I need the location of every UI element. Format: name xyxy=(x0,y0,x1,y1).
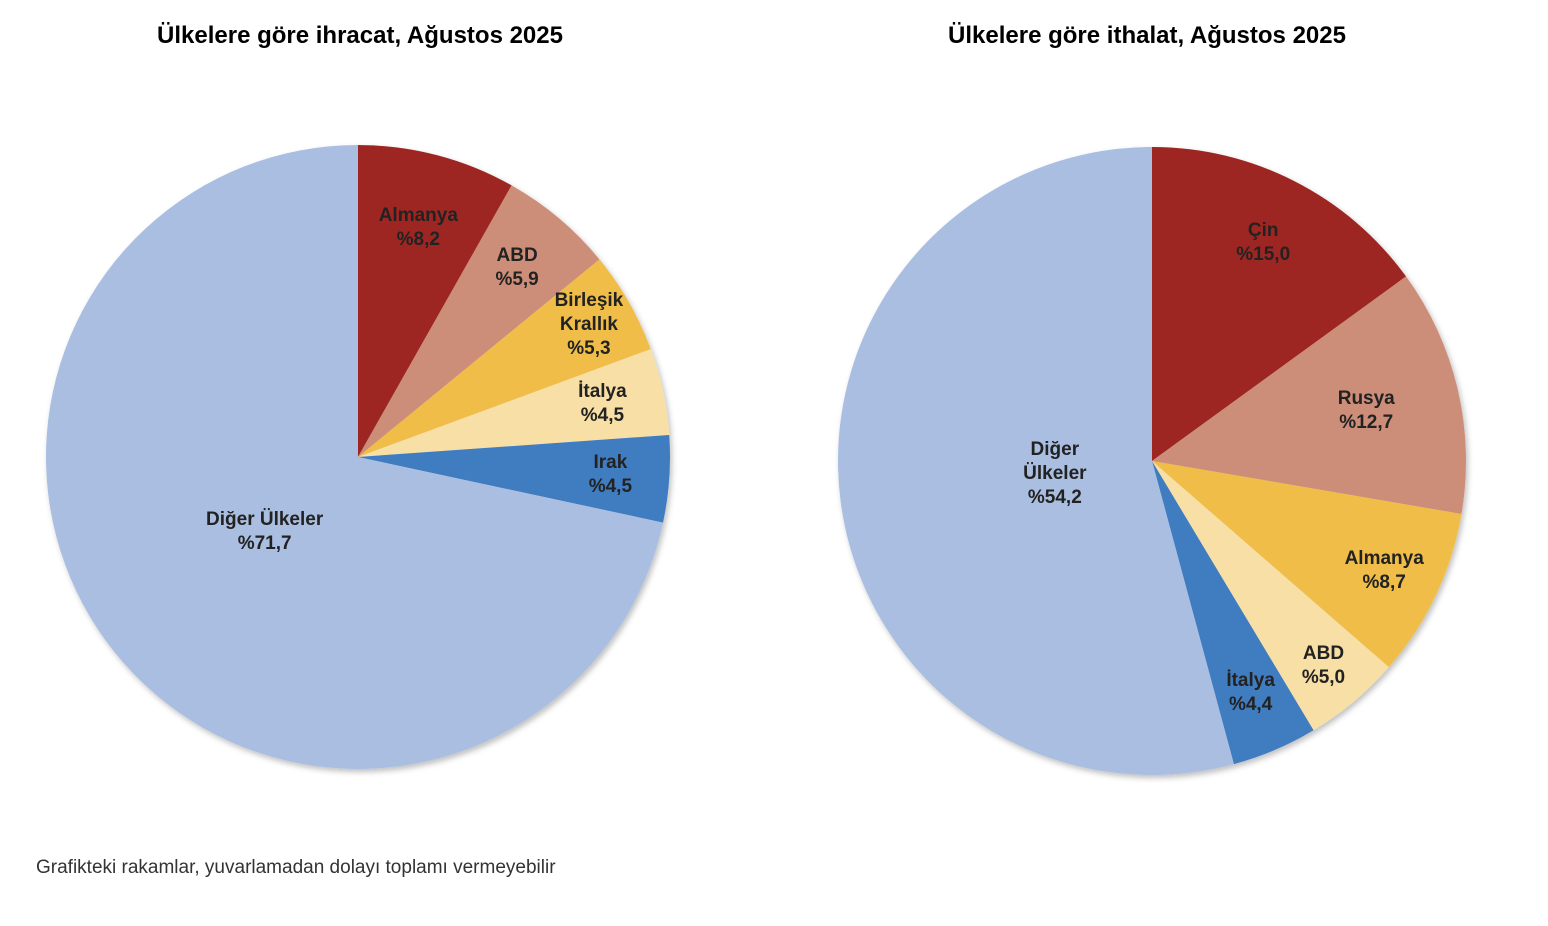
slice-label-name: Almanya xyxy=(378,204,458,226)
pie-slice xyxy=(1152,461,1389,731)
slice-label-name: Irak xyxy=(593,451,628,473)
pie-slice xyxy=(45,145,664,769)
slice-label-value: %5,3 xyxy=(567,337,611,359)
slice-label-value: %4,4 xyxy=(1228,693,1273,715)
slice-label-name: Almanya xyxy=(1344,548,1424,570)
slice-label-name: Diğer Ülkeler xyxy=(1023,438,1087,484)
slice-label-name: Rusya xyxy=(1337,387,1395,409)
slice-label: ABD %5,9 xyxy=(495,244,538,292)
pie-slice xyxy=(358,349,670,457)
pie-slice xyxy=(358,259,651,457)
slice-label: Almanya %8,7 xyxy=(1345,547,1424,595)
import-pie xyxy=(837,147,1466,776)
pie-slice xyxy=(1152,147,1407,461)
pie-slice xyxy=(1152,461,1462,668)
slice-label-name: Birleşik Krallık xyxy=(554,289,624,335)
pie-slice xyxy=(1152,276,1466,515)
pie-slice xyxy=(358,434,670,523)
footnote: Grafikteki rakamlar, yuvarlamadan dolayı… xyxy=(36,857,556,878)
slice-label-value: %54,2 xyxy=(1027,486,1082,508)
slice-label: Diğer Ülkeler %54,2 xyxy=(1010,438,1100,510)
slice-label-value: %5,0 xyxy=(1301,666,1346,688)
slice-label-value: %12,7 xyxy=(1339,411,1394,433)
pie-slice xyxy=(358,185,600,457)
pie-slice xyxy=(358,145,512,457)
slice-label: Irak %4,5 xyxy=(589,451,632,499)
slice-label-name: İtalya xyxy=(1226,669,1275,691)
slice-label-value: %71,7 xyxy=(237,533,292,555)
slice-label-value: %4,5 xyxy=(588,475,633,497)
slice-label-value: %4,5 xyxy=(580,405,625,427)
slice-label-name: İtalya xyxy=(578,381,627,403)
slice-label: Rusya %12,7 xyxy=(1338,387,1395,435)
pie-slice xyxy=(1152,461,1314,765)
slice-label: İtalya %4,4 xyxy=(1226,669,1275,717)
slice-label: Çin %15,0 xyxy=(1236,219,1290,267)
slice-label: Diğer Ülkeler %71,7 xyxy=(206,508,323,556)
slice-label-name: Çin xyxy=(1247,219,1279,241)
slice-label-name: ABD xyxy=(1302,642,1345,664)
slice-label: ABD %5,0 xyxy=(1302,642,1345,690)
slice-label: Birleşik Krallık %5,3 xyxy=(544,289,634,361)
export-pie xyxy=(45,145,670,769)
slice-label-name: ABD xyxy=(496,245,538,267)
import-chart-title: Ülkelere göre ithalat, Ağustos 2025 xyxy=(948,22,1346,49)
slice-label-name: Diğer Ülkeler xyxy=(206,509,324,531)
slice-label-value: %8,2 xyxy=(396,228,440,250)
slice-label-value: %8,7 xyxy=(1362,572,1406,594)
export-chart-title: Ülkelere göre ihracat, Ağustos 2025 xyxy=(157,22,563,49)
slice-label: İtalya %4,5 xyxy=(578,380,627,428)
slice-label-value: %5,9 xyxy=(495,269,539,291)
pie-slice xyxy=(837,147,1234,776)
slice-label-value: %15,0 xyxy=(1236,243,1291,265)
slice-label: Almanya %8,2 xyxy=(379,204,458,252)
